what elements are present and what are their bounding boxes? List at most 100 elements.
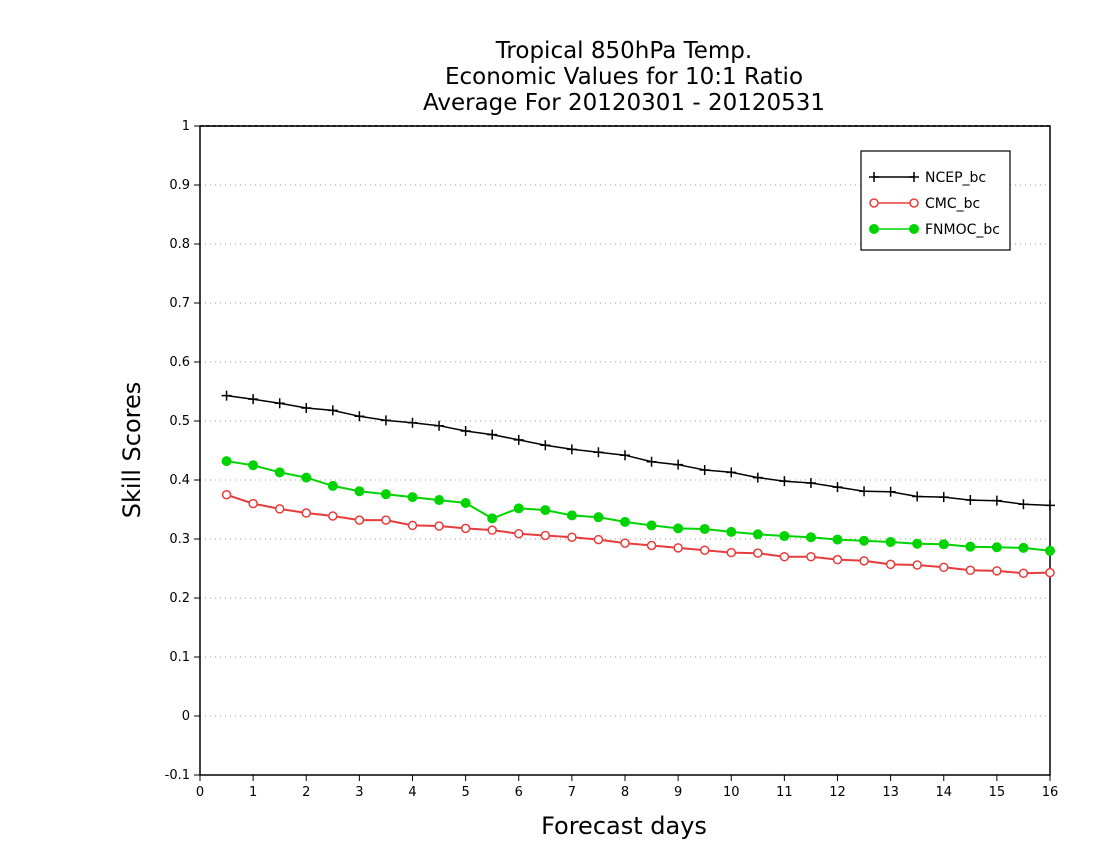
x-tick-label: 7 — [568, 785, 576, 800]
data-point-CMC_bc — [726, 547, 736, 558]
legend-marker-NCEP_bc — [869, 172, 879, 182]
data-point-FNMOC_bc — [1045, 545, 1055, 556]
data-point-FNMOC_bc — [991, 542, 1002, 553]
data-point-CMC_bc — [328, 511, 338, 521]
x-tick-label: 8 — [621, 785, 629, 800]
data-point-NCEP_bc — [673, 459, 684, 470]
data-point-CMC_bc — [939, 562, 949, 573]
x-tick-label: 0 — [196, 785, 204, 800]
data-point-FNMOC_bc — [726, 526, 737, 537]
data-point-FNMOC_bc — [513, 503, 524, 514]
data-point-FNMOC_bc — [354, 486, 365, 497]
data-point-FNMOC_bc — [965, 541, 976, 552]
series-line-CMC_bc — [226, 493, 1051, 575]
data-point-FNMOC_bc — [274, 467, 285, 478]
data-point-CMC_bc — [885, 559, 896, 570]
y-tick-label: 0.7 — [169, 296, 190, 311]
data-point-NCEP_bc — [274, 398, 285, 409]
data-point-CMC_bc — [992, 566, 1002, 576]
series-line-FNMOC_bc — [226, 460, 1051, 552]
data-point-FNMOC_bc — [593, 512, 604, 523]
y-tick-label: 0.8 — [169, 237, 190, 252]
data-point-NCEP_bc — [991, 495, 1002, 506]
data-point-NCEP_bc — [1045, 500, 1055, 511]
data-point-NCEP_bc — [805, 477, 816, 488]
data-point-FNMOC_bc — [646, 520, 657, 531]
data-point-CMC_bc — [381, 515, 391, 525]
data-point-FNMOC_bc — [885, 536, 896, 547]
data-point-CMC_bc — [434, 521, 444, 531]
data-point-FNMOC_bc — [327, 480, 338, 491]
x-tick-label: 12 — [829, 785, 846, 800]
legend-marker-NCEP_bc — [909, 172, 919, 182]
data-point-NCEP_bc — [460, 426, 471, 437]
data-point-NCEP_bc — [407, 417, 418, 428]
data-point-CMC_bc — [248, 498, 258, 509]
y-axis-label: Skill Scores — [118, 382, 146, 519]
legend: NCEP_bc CMC_bc FNMOC_bc — [860, 150, 1011, 251]
x-tick-label: 15 — [989, 785, 1006, 800]
data-point-NCEP_bc — [938, 492, 949, 503]
x-tick-label: 5 — [461, 785, 469, 800]
data-point-FNMOC_bc — [805, 532, 816, 543]
data-point-CMC_bc — [460, 523, 471, 534]
data-point-CMC_bc — [221, 490, 232, 500]
data-point-NCEP_bc — [859, 486, 870, 497]
data-point-CMC_bc — [779, 551, 790, 562]
data-point-CMC_bc — [274, 504, 285, 514]
y-tick-label: 0.6 — [169, 355, 190, 370]
data-point-NCEP_bc — [885, 486, 896, 497]
data-point-CMC_bc — [646, 540, 657, 551]
data-point-NCEP_bc — [380, 415, 391, 426]
data-point-CMC_bc — [514, 528, 524, 539]
x-tick-label: 3 — [355, 785, 363, 800]
series-FNMOC_bc — [221, 456, 1055, 556]
data-point-FNMOC_bc — [380, 489, 391, 500]
data-point-NCEP_bc — [752, 472, 763, 483]
data-point-CMC_bc — [806, 551, 816, 562]
data-point-CMC_bc — [487, 525, 497, 535]
legend-label-NCEP_bc: NCEP_bc — [925, 170, 986, 186]
y-tick-label: 0.3 — [169, 532, 190, 547]
data-point-CMC_bc — [859, 556, 869, 566]
x-tick-label: 9 — [674, 785, 682, 800]
data-point-NCEP_bc — [832, 482, 843, 493]
legend-box — [860, 150, 1011, 251]
data-point-FNMOC_bc — [460, 498, 471, 509]
data-point-FNMOC_bc — [673, 523, 684, 534]
chart-title-line-2: Economic Values for 10:1 Ratio — [445, 64, 803, 90]
data-point-NCEP_bc — [301, 403, 312, 414]
x-tick-label: 14 — [935, 785, 952, 800]
data-point-CMC_bc — [301, 508, 311, 518]
data-point-NCEP_bc — [912, 491, 923, 502]
x-tick-label: 16 — [1042, 785, 1059, 800]
data-point-CMC_bc — [699, 545, 710, 555]
y-tick-label: 0.9 — [169, 178, 190, 193]
y-tick-label: 0.5 — [169, 414, 190, 429]
legend-label-CMC_bc: CMC_bc — [925, 196, 980, 212]
data-point-NCEP_bc — [434, 420, 445, 431]
data-point-FNMOC_bc — [699, 523, 710, 534]
data-point-CMC_bc — [832, 554, 843, 565]
data-point-NCEP_bc — [1018, 499, 1029, 510]
data-point-NCEP_bc — [593, 447, 604, 458]
chart-title-line-3: Average For 20120301 - 20120531 — [423, 90, 825, 116]
data-point-CMC_bc — [620, 538, 630, 548]
data-point-CMC_bc — [540, 530, 551, 541]
legend-marker-CMC_bc — [909, 198, 919, 208]
x-tick-label: 4 — [408, 785, 416, 800]
data-point-NCEP_bc — [221, 390, 232, 401]
y-tick-label: -0.1 — [165, 768, 190, 783]
data-point-FNMOC_bc — [487, 513, 498, 524]
data-point-NCEP_bc — [513, 434, 524, 445]
data-point-FNMOC_bc — [620, 516, 630, 527]
data-point-CMC_bc — [593, 534, 604, 545]
data-point-NCEP_bc — [699, 464, 710, 475]
x-tick-label: 1 — [249, 785, 257, 800]
y-tick-label: 0.4 — [169, 473, 190, 488]
x-tick-label: 2 — [302, 785, 310, 800]
x-tick-label: 13 — [882, 785, 899, 800]
data-point-NCEP_bc — [327, 405, 338, 416]
data-point-FNMOC_bc — [938, 539, 949, 550]
series-CMC_bc — [221, 490, 1055, 578]
